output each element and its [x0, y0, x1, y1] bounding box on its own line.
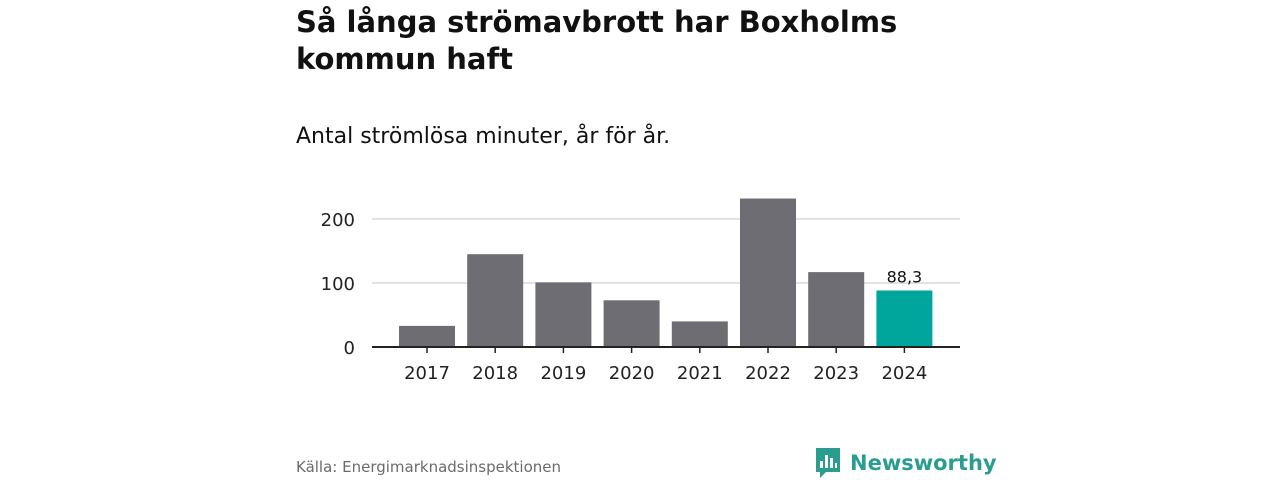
x-tick-label: 2024 [881, 363, 927, 384]
x-tick-label: 2017 [404, 363, 450, 384]
bar-2020 [603, 300, 660, 347]
x-tick-label: 2018 [472, 363, 518, 384]
bar-2018 [467, 254, 524, 347]
bar-2023 [808, 272, 865, 347]
x-tick-label: 2019 [540, 363, 586, 384]
chart-subtitle: Antal strömlösa minuter, år för år. [296, 124, 671, 149]
bar-2022 [740, 198, 796, 347]
newsworthy-logo-icon [816, 448, 840, 478]
bar-2021 [671, 321, 728, 347]
bar-2019 [535, 282, 592, 347]
bar-2017 [399, 325, 455, 347]
brand-logo: Newsworthy [814, 446, 997, 480]
bar-2024 [876, 290, 933, 347]
x-tick-label: 2022 [745, 363, 791, 384]
data-label: 88,3 [887, 267, 923, 286]
x-tick-label: 2020 [609, 363, 655, 384]
y-tick-label: 200 [321, 210, 355, 231]
y-tick-label: 0 [344, 338, 355, 359]
chart-title: Så långa strömavbrott har Boxholms kommu… [296, 5, 898, 76]
y-tick-label: 100 [321, 274, 355, 295]
x-tick-label: 2023 [813, 363, 859, 384]
brand-name: Newsworthy [850, 451, 997, 475]
source-note: Källa: Energimarknadsinspektionen [296, 458, 562, 476]
x-tick-label: 2021 [677, 363, 723, 384]
